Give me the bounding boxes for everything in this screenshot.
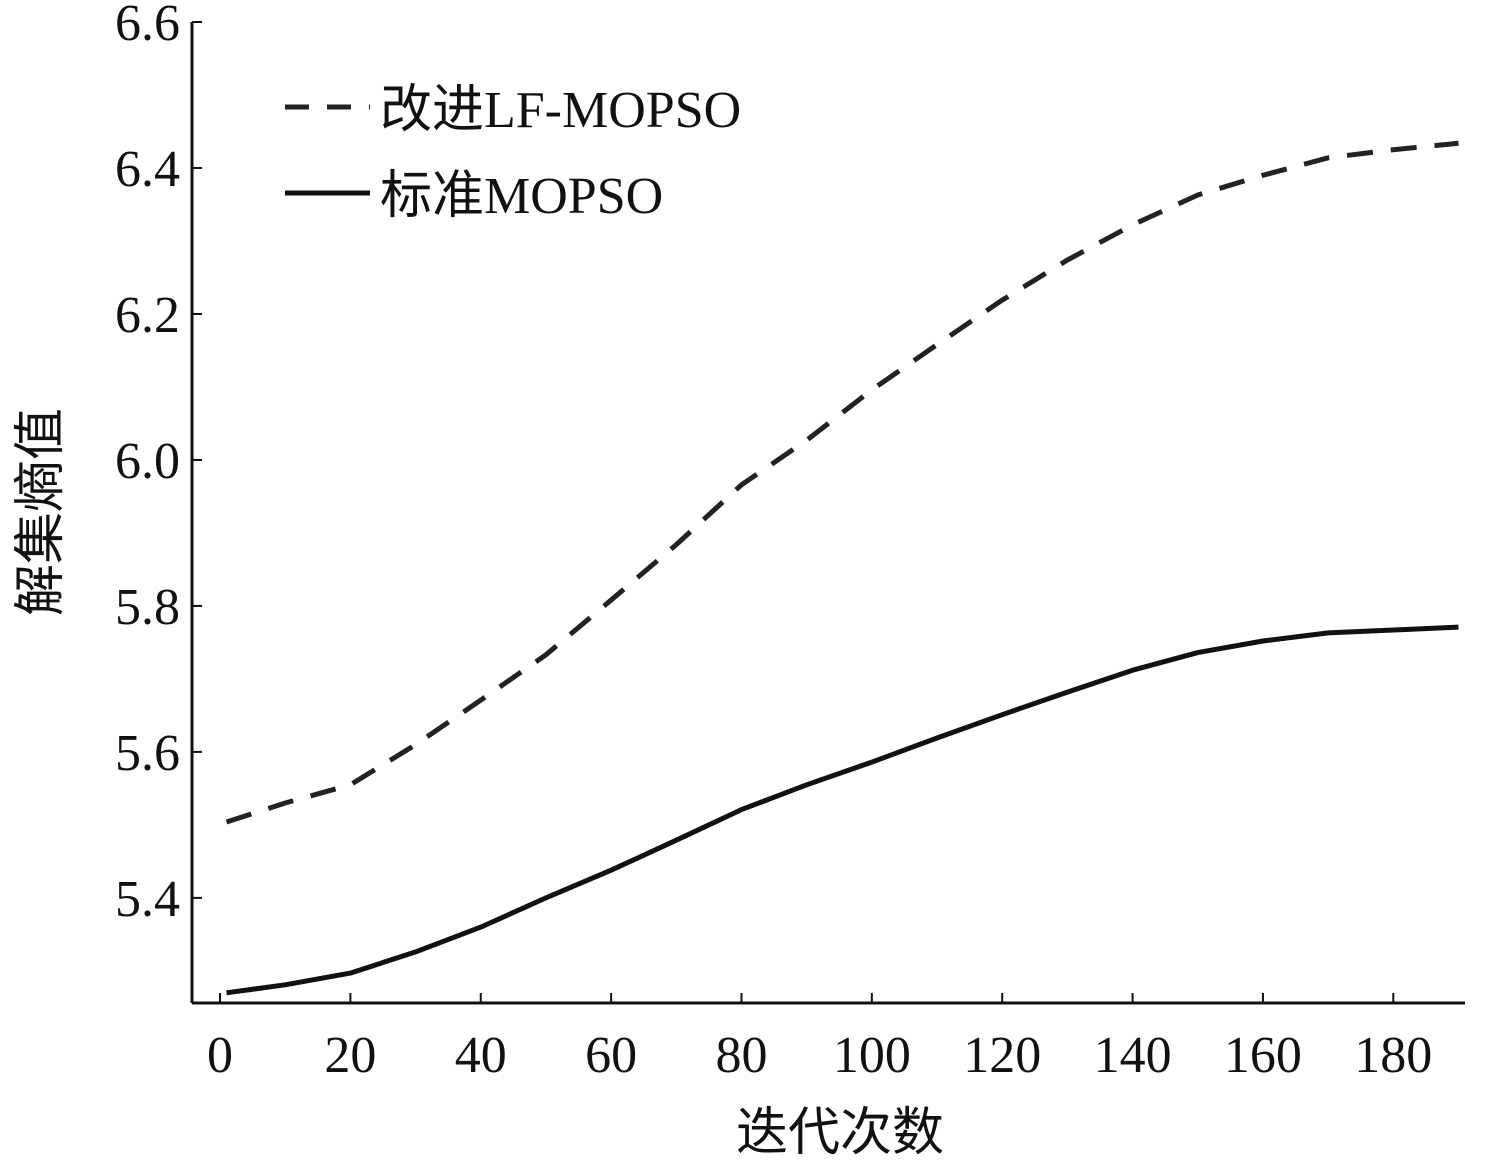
x-tick-label: 20 <box>324 1027 376 1084</box>
y-tick-label: 5.8 <box>115 579 180 636</box>
series-line-standard-mopso <box>226 624 1459 996</box>
x-tick-label: 100 <box>833 1027 911 1084</box>
legend-label: 标准MOPSO <box>380 168 663 225</box>
x-tick-label: 0 <box>207 1027 233 1084</box>
y-tick-label: 6.6 <box>115 0 180 52</box>
series-group <box>225 140 1459 996</box>
ticks: 0 20 40 60 80 100 120 140 160 180 5.4 5.6 5.8 6.0 6.2 6… <box>115 0 1432 1084</box>
x-tick-label: 120 <box>963 1027 1041 1084</box>
x-axis-label: 迭代次数 <box>736 1105 944 1160</box>
legend-label: 改进LF-MOPSO <box>380 82 741 139</box>
legend: 改进LF-MOPSO 标准MOPSO <box>285 82 741 225</box>
x-tick-label: 140 <box>1094 1027 1172 1084</box>
axes <box>190 22 1465 1005</box>
y-tick-label: 6.0 <box>115 433 180 490</box>
x-tick-label: 60 <box>585 1027 637 1084</box>
y-tick-label: 6.4 <box>115 141 180 198</box>
y-tick-label: 6.2 <box>115 287 180 344</box>
x-tick-label: 180 <box>1354 1027 1432 1084</box>
x-tick-label: 80 <box>715 1027 767 1084</box>
y-tick-label: 5.4 <box>115 871 180 928</box>
y-axis-label: 解集熵值 <box>13 408 70 616</box>
series-line-improved-lf-mopso <box>225 140 1459 825</box>
x-tick-label: 40 <box>455 1027 507 1084</box>
x-tick-label: 160 <box>1224 1027 1302 1084</box>
y-tick-label: 5.6 <box>115 725 180 782</box>
